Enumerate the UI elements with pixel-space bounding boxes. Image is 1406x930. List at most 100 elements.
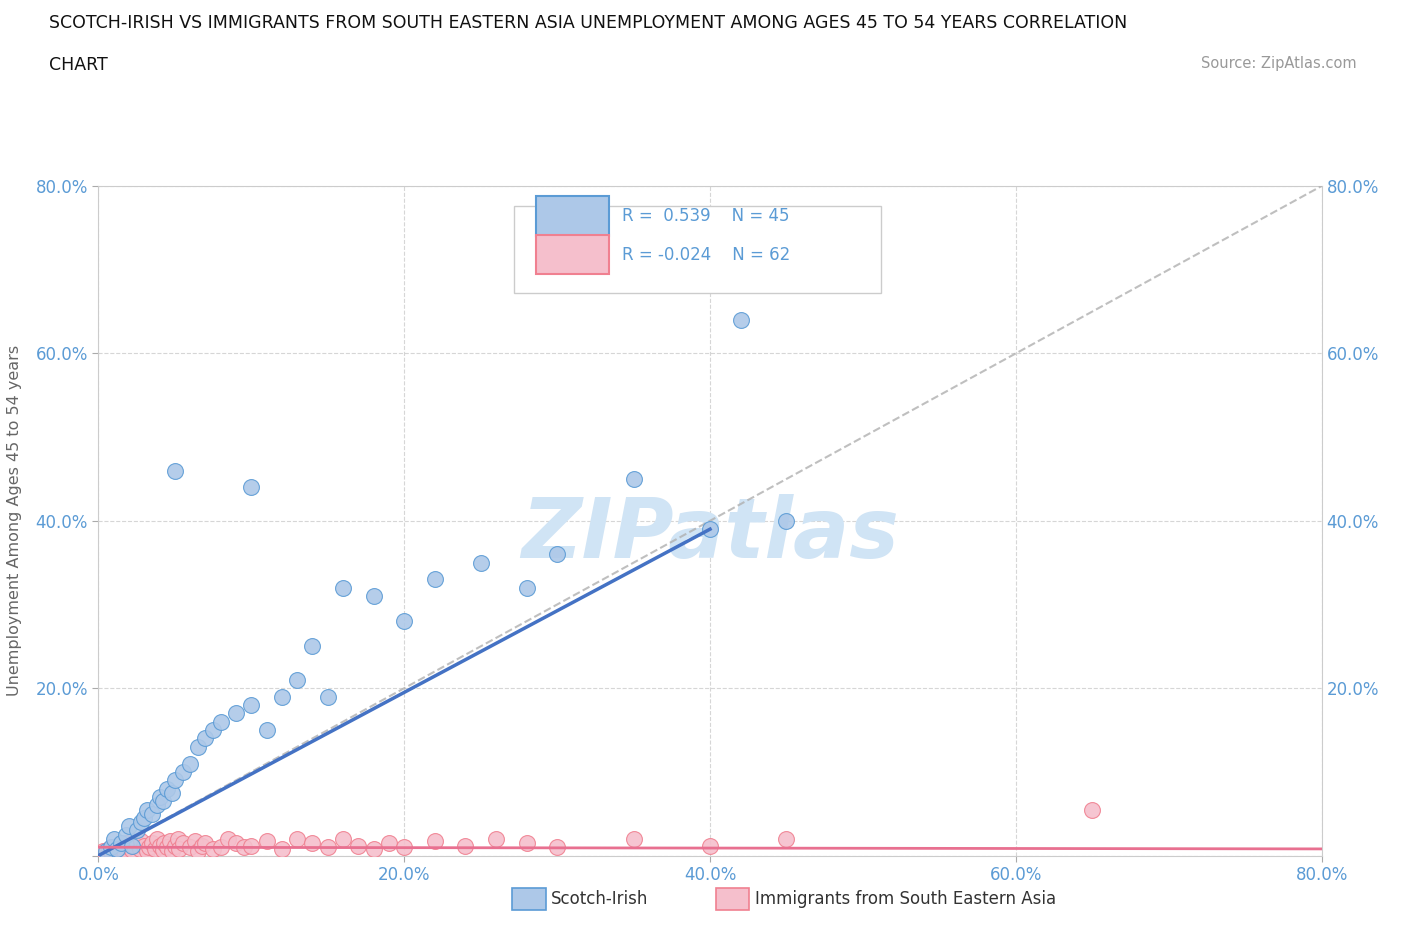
Point (94, 844, 117, 859)
Point (470, 555, 492, 570)
Point (191, 838, 214, 853)
Point (730, 312, 752, 327)
Point (184, 833, 207, 848)
Point (138, 840, 160, 855)
Point (105, 842, 128, 857)
Point (167, 831, 190, 846)
Point (454, 838, 477, 853)
Point (1081, 802, 1104, 817)
Point (112, 844, 135, 859)
Point (256, 723, 278, 737)
Point (546, 840, 568, 855)
Point (285, 831, 308, 846)
Point (160, 785, 183, 800)
Point (332, 831, 354, 846)
Point (94, 845, 117, 860)
Point (202, 842, 225, 857)
Point (423, 572, 446, 587)
Point (121, 838, 143, 853)
Point (225, 706, 247, 721)
Point (129, 815, 152, 830)
Point (125, 823, 148, 838)
Point (91, 844, 114, 859)
Point (194, 731, 217, 746)
Point (145, 831, 167, 846)
Point (103, 831, 125, 846)
Text: CHART: CHART (49, 56, 108, 73)
Point (136, 844, 159, 858)
Point (163, 773, 186, 788)
Point (122, 838, 145, 853)
Point (240, 838, 263, 853)
Point (115, 828, 138, 843)
Point (141, 836, 163, 851)
Text: R =  0.539    N = 45: R = 0.539 N = 45 (621, 207, 789, 225)
Point (121, 843, 143, 857)
Point (100, 840, 122, 855)
Point (194, 836, 217, 851)
Point (225, 836, 247, 851)
Point (240, 480, 263, 495)
Text: Scotch-Irish: Scotch-Irish (551, 890, 648, 909)
Point (516, 836, 538, 851)
Point (103, 840, 125, 855)
Point (110, 836, 132, 851)
Point (623, 472, 645, 486)
Point (209, 840, 232, 855)
Point (347, 838, 370, 853)
Point (285, 672, 308, 687)
Point (240, 698, 263, 712)
Point (100, 844, 122, 859)
Point (202, 723, 225, 737)
Y-axis label: Unemployment Among Ages 45 to 54 years: Unemployment Among Ages 45 to 54 years (7, 345, 21, 697)
Point (209, 714, 232, 729)
Point (516, 580, 538, 595)
Point (129, 833, 152, 848)
Point (270, 842, 292, 857)
FancyBboxPatch shape (515, 206, 882, 293)
Point (363, 842, 385, 857)
Point (125, 836, 148, 851)
Point (141, 806, 163, 821)
Point (163, 838, 186, 853)
Point (392, 614, 416, 629)
Point (118, 819, 141, 834)
FancyBboxPatch shape (536, 196, 609, 235)
Point (301, 639, 323, 654)
Point (149, 790, 172, 804)
Point (134, 811, 156, 826)
Point (134, 838, 156, 853)
Point (107, 838, 129, 853)
Point (363, 589, 385, 604)
Point (172, 836, 194, 851)
Point (172, 764, 194, 779)
Point (152, 794, 174, 809)
Point (256, 833, 278, 848)
Point (118, 840, 141, 855)
Point (152, 843, 174, 857)
Point (136, 802, 159, 817)
Point (623, 831, 645, 846)
Point (169, 842, 191, 857)
Point (316, 840, 339, 855)
Text: ZIPatlas: ZIPatlas (522, 494, 898, 575)
Point (301, 836, 323, 851)
Point (232, 840, 254, 855)
Point (143, 842, 166, 857)
Point (699, 838, 721, 853)
Point (179, 756, 201, 771)
Point (423, 833, 446, 848)
Point (332, 580, 354, 595)
Text: Source: ZipAtlas.com: Source: ZipAtlas.com (1201, 56, 1357, 71)
Point (128, 842, 150, 857)
FancyBboxPatch shape (536, 235, 609, 274)
Point (775, 513, 797, 528)
Point (775, 831, 797, 846)
Point (392, 840, 416, 855)
Point (179, 840, 201, 855)
Point (546, 547, 568, 562)
Point (156, 840, 179, 855)
Text: SCOTCH-IRISH VS IMMIGRANTS FROM SOUTH EASTERN ASIA UNEMPLOYMENT AMONG AGES 45 TO: SCOTCH-IRISH VS IMMIGRANTS FROM SOUTH EA… (49, 14, 1128, 32)
Point (378, 836, 401, 851)
Point (160, 844, 183, 859)
